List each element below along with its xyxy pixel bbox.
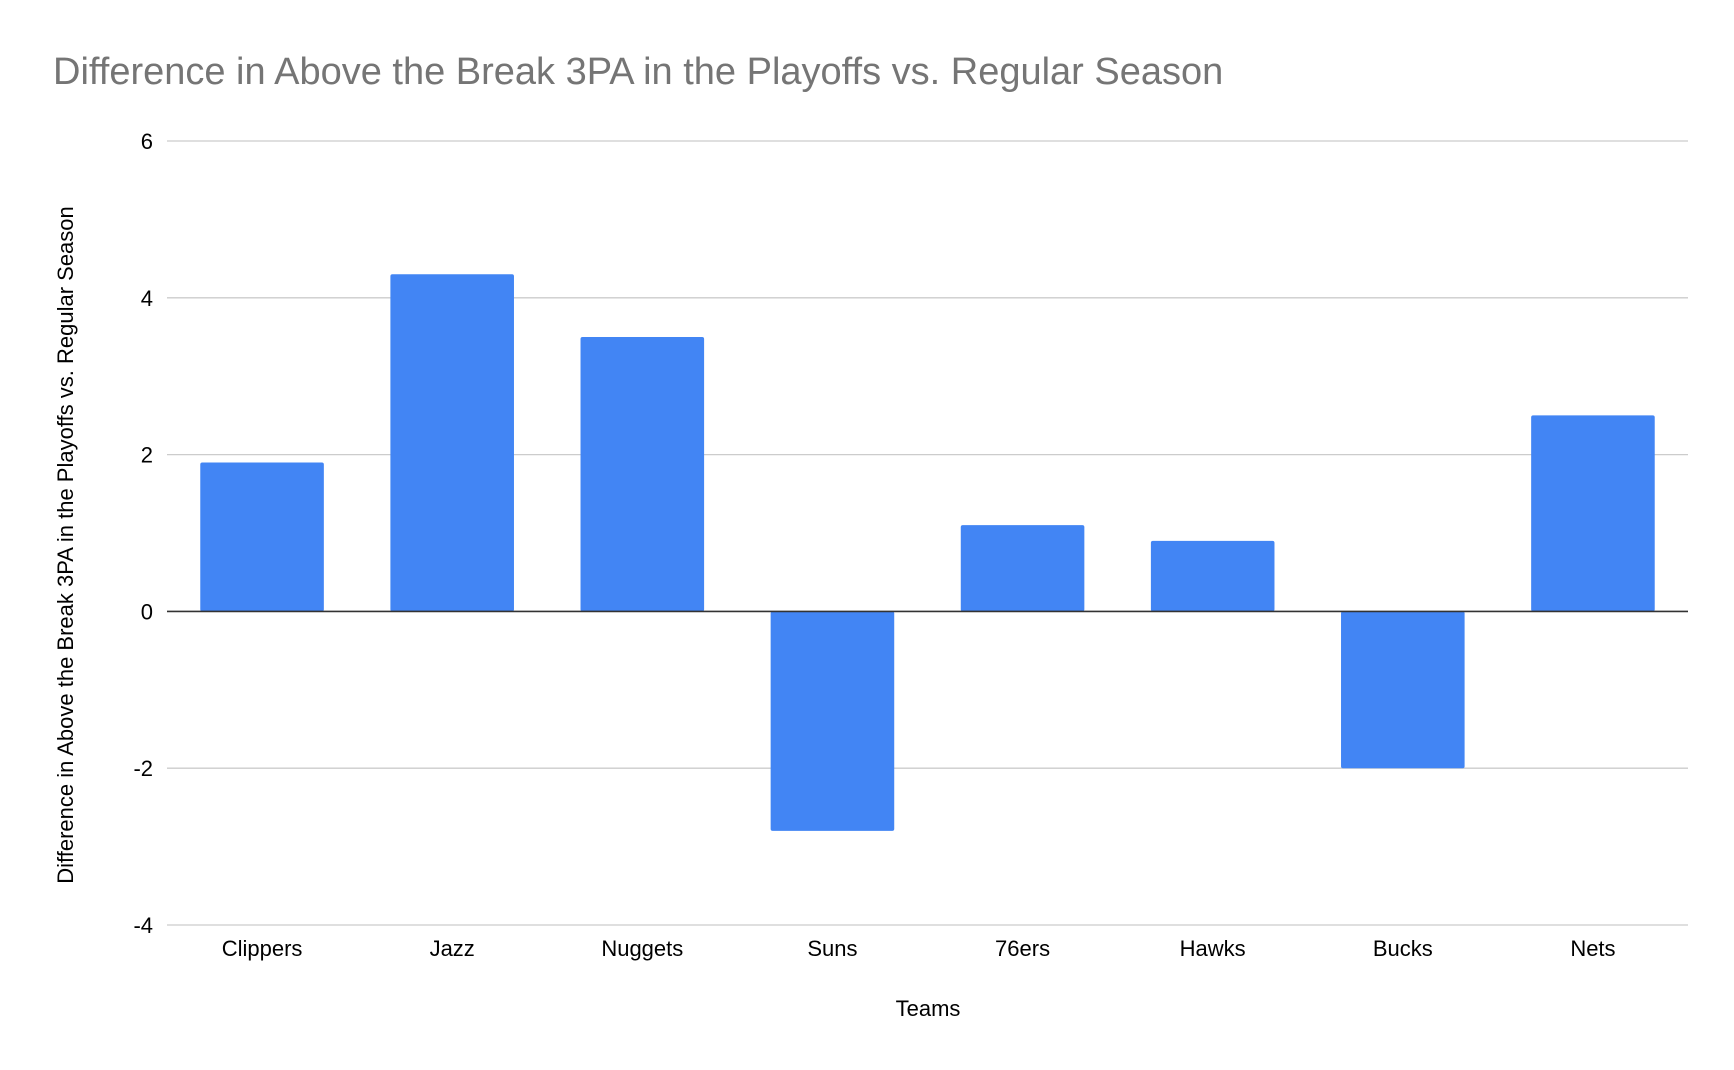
bar-76ers bbox=[960, 525, 1085, 612]
y-tick-label: 2 bbox=[141, 443, 153, 468]
y-tick-label: 6 bbox=[141, 129, 153, 154]
y-axis-ticks: -4 -2 0 2 4 6 bbox=[133, 129, 153, 938]
x-axis-ticks: Clippers Jazz Nuggets Suns 76ers Hawks Bucks Ne… bbox=[222, 936, 1616, 961]
bars bbox=[200, 274, 1655, 831]
chart-title: Difference in Above the Break 3PA in the… bbox=[53, 51, 1223, 93]
y-tick-label: 4 bbox=[141, 286, 153, 311]
bar-nets bbox=[1531, 415, 1655, 612]
x-tick-label: Clippers bbox=[222, 936, 303, 961]
x-tick-label: Nuggets bbox=[601, 936, 683, 961]
bar-suns bbox=[770, 611, 895, 831]
bar-hawks bbox=[1150, 540, 1275, 612]
x-tick-label: Suns bbox=[807, 936, 857, 961]
x-tick-label: Nets bbox=[1570, 936, 1615, 961]
y-tick-label: -2 bbox=[133, 756, 153, 781]
x-tick-label: 76ers bbox=[995, 936, 1050, 961]
y-axis-title: Difference in Above the Break 3PA in the… bbox=[53, 206, 78, 884]
bar-jazz bbox=[390, 274, 514, 612]
bar-clippers bbox=[200, 462, 324, 612]
x-axis-title: Teams bbox=[896, 996, 961, 1021]
x-tick-label: Jazz bbox=[430, 936, 475, 961]
x-tick-label: Bucks bbox=[1373, 936, 1433, 961]
y-tick-label: 0 bbox=[141, 599, 153, 624]
bar-nuggets bbox=[580, 337, 705, 612]
bar-bucks bbox=[1341, 611, 1465, 769]
y-tick-label: -4 bbox=[133, 913, 153, 938]
x-tick-label: Hawks bbox=[1180, 936, 1246, 961]
